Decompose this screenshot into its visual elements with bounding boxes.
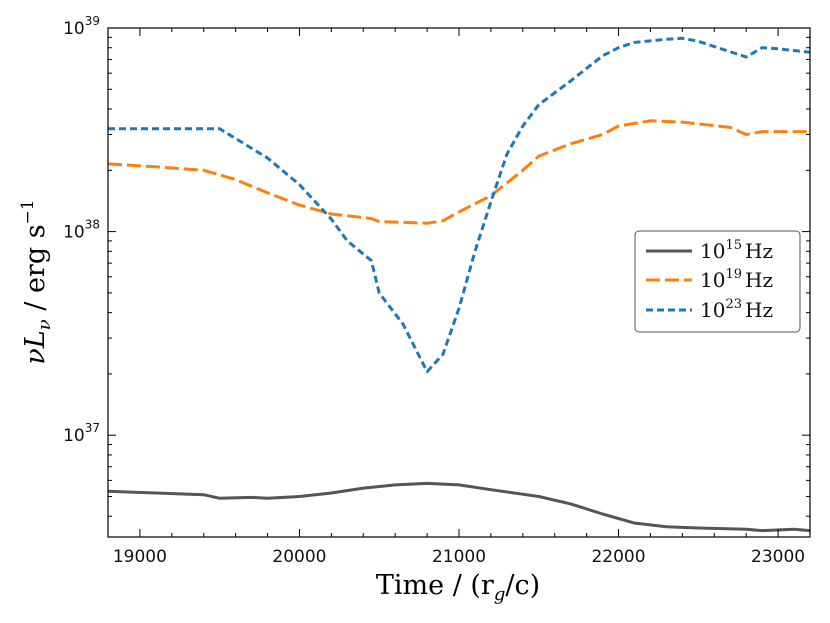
x-axis-title: Time / (rg/c): [376, 570, 540, 605]
legend: 1015 Hz 1019 Hz 1023 Hz: [634, 230, 801, 333]
series-layer: [107, 36, 811, 533]
x-tick-label: 22000: [591, 547, 645, 567]
legend-label-1: 1015 Hz: [700, 238, 773, 263]
y-tick-label: 1039: [63, 14, 100, 39]
legend-label-3: 1023 Hz: [700, 297, 773, 322]
x-tick-label: 19000: [113, 547, 167, 567]
series-line-3: [108, 36, 811, 374]
y-axis-title: νLν / erg s−1: [18, 199, 55, 364]
legend-box: [634, 230, 801, 333]
y-tick-label: 1037: [63, 421, 100, 446]
x-tick-label: 21000: [432, 547, 486, 567]
plot-frame: [107, 27, 811, 538]
series-line-1: [107, 481, 811, 533]
y-tick-label: 1038: [63, 218, 100, 243]
x-tick-label: 20000: [272, 547, 326, 567]
series-line-2: [107, 119, 810, 225]
legend-label-2: 1019 Hz: [700, 267, 773, 292]
tick-layer: 19000 20000 21000 22000 23000 1037 1038 1039: [63, 14, 811, 567]
x-tick-label: 23000: [751, 547, 805, 567]
